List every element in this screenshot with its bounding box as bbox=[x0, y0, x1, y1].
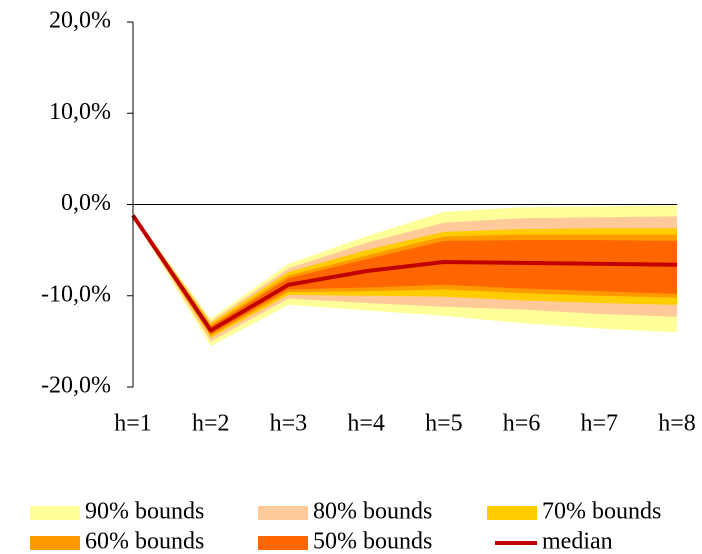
x-tick-label: h=3 bbox=[270, 411, 308, 437]
median-line bbox=[131, 214, 678, 333]
x-tick-label: h=8 bbox=[658, 411, 696, 437]
x-tick-label: h=7 bbox=[581, 411, 619, 437]
legend-label: 80% bounds bbox=[313, 499, 432, 525]
legend-label: median bbox=[542, 529, 613, 554]
y-tick-label: 0,0% bbox=[61, 190, 111, 216]
y-tick-label: 20,0% bbox=[49, 8, 111, 34]
legend-swatch bbox=[30, 506, 80, 520]
legend-label: 50% bounds bbox=[313, 529, 432, 554]
legend-swatch bbox=[487, 506, 537, 520]
legend-label: 90% bounds bbox=[85, 499, 204, 525]
y-tick-label: 10,0% bbox=[49, 99, 111, 125]
fan-band bbox=[133, 214, 677, 335]
legend-label: 60% bounds bbox=[85, 529, 204, 554]
y-tick-label: -20,0% bbox=[41, 373, 111, 399]
legend-swatch bbox=[258, 536, 308, 550]
legend-swatch bbox=[258, 506, 308, 520]
x-tick-label: h=2 bbox=[192, 411, 230, 437]
x-tick-label: h=4 bbox=[347, 411, 385, 437]
legend-label: 70% bounds bbox=[542, 499, 661, 525]
x-tick-label: h=6 bbox=[503, 411, 541, 437]
y-tick-label: -10,0% bbox=[41, 281, 111, 307]
legend-swatch bbox=[30, 536, 80, 550]
x-tick-label: h=5 bbox=[425, 411, 463, 437]
x-tick-label: h=1 bbox=[114, 411, 152, 437]
